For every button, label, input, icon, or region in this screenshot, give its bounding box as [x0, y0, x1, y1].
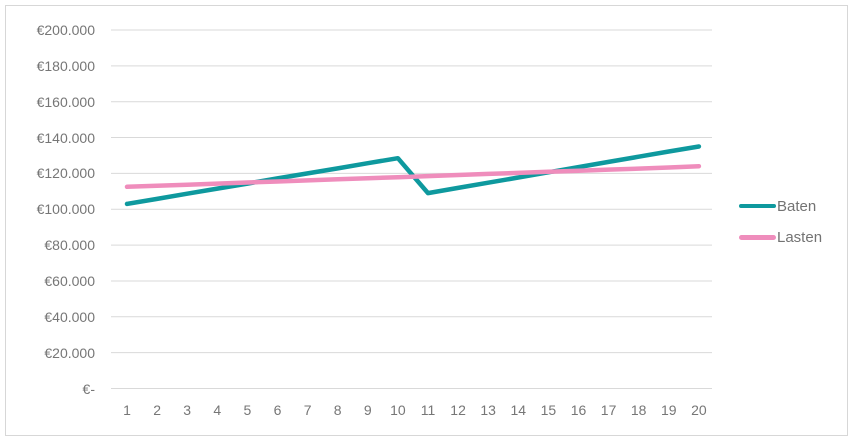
y-tick-label: €140.000: [36, 129, 95, 146]
legend-label: Lasten: [777, 229, 823, 246]
y-tick-label: €40.000: [44, 308, 95, 325]
y-tick-label: €120.000: [36, 165, 95, 182]
x-tick-label: 19: [661, 402, 677, 418]
x-tick-label: 20: [691, 402, 707, 418]
x-tick-label: 5: [243, 402, 252, 418]
legend-label: Baten: [777, 197, 817, 215]
y-tick-label: €100.000: [36, 201, 95, 218]
x-tick-label: 14: [510, 402, 527, 418]
x-tick-label: 15: [540, 402, 557, 418]
legend-swatch-baten: [739, 203, 776, 209]
x-tick-label: 9: [363, 402, 372, 418]
x-tick-label: 10: [390, 402, 406, 418]
y-tick-label: €200.000: [36, 22, 95, 38]
x-tick-label: 4: [213, 402, 222, 418]
x-tick-label: 18: [630, 402, 647, 418]
x-tick-label: 3: [183, 402, 192, 418]
x-tick-label: 13: [480, 402, 496, 418]
x-tick-label: 2: [153, 402, 161, 418]
legend-swatch-lasten: [739, 235, 776, 240]
chart-frame: [5, 5, 848, 436]
legend-item-lasten[interactable]: Lasten: [739, 227, 822, 249]
y-tick-label: €60.000: [44, 272, 95, 289]
x-tick-label: 11: [420, 402, 436, 418]
series-line-lasten[interactable]: [124, 163, 702, 190]
x-tick-label: 6: [273, 402, 282, 418]
x-tick-label: 8: [333, 402, 342, 418]
y-tick-label: €180.000: [36, 57, 95, 74]
x-tick-label: 7: [303, 402, 312, 418]
x-tick-label: 17: [600, 402, 617, 418]
y-tick-label: €-: [82, 380, 95, 397]
x-tick-label: 1: [123, 402, 131, 418]
x-tick-label: 12: [450, 402, 466, 418]
legend-item-baten[interactable]: Baten: [739, 195, 816, 217]
x-tick-label: 16: [570, 402, 587, 418]
y-tick-label: €160.000: [36, 93, 95, 110]
y-tick-label: €80.000: [44, 237, 95, 254]
y-tick-label: €20.000: [44, 344, 95, 361]
